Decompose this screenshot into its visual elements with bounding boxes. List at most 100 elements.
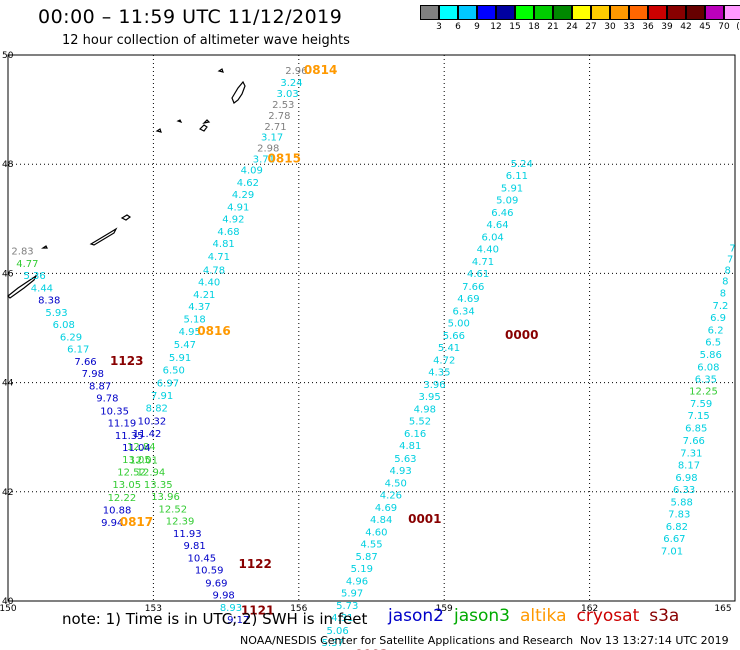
- satellite-legend-jason3: jason3: [454, 606, 510, 626]
- lat-tick-label: 44: [2, 379, 14, 389]
- lon-tick-label: 165: [714, 604, 731, 614]
- color-swatch: [591, 5, 610, 20]
- swh-value: 4.29: [232, 190, 254, 201]
- color-swatch: [420, 5, 439, 20]
- swh-value: 4.40: [198, 277, 220, 288]
- track-3: 2.83 4.775.364.448.38 5.936.08 6.296.177.66…: [11, 246, 249, 626]
- swh-value: 4.71: [472, 257, 494, 268]
- swh-value: 9.78: [96, 394, 118, 405]
- color-scale-label: 45: [699, 22, 711, 32]
- swh-value: 11.42: [133, 429, 162, 440]
- color-scale-bar: [420, 5, 740, 20]
- swh-value: 8.93: [220, 603, 242, 614]
- lon-tick-label: 162: [581, 604, 598, 614]
- swh-value: 4.50: [385, 478, 407, 489]
- swh-value: 4.81: [213, 239, 235, 250]
- credit-line: NOAA/NESDIS Center for Satellite Applica…: [240, 634, 574, 647]
- swh-value: 2.83: [11, 246, 33, 257]
- color-scale-label: 9: [474, 22, 480, 32]
- swh-value: 4.69: [375, 503, 397, 514]
- swh-value: 4.69: [457, 294, 479, 305]
- swh-value: 5.63: [394, 454, 416, 465]
- swh-value: 4.62: [237, 178, 259, 189]
- swh-value: 4.60: [365, 527, 387, 538]
- color-scale-label: (ft): [736, 22, 740, 32]
- color-scale-label: 70: [718, 22, 730, 32]
- swh-value: 4.21: [193, 290, 215, 301]
- swh-value: 5.41: [438, 343, 460, 354]
- swh-value: 5.24: [511, 159, 533, 170]
- swh-value: 3.17: [261, 133, 283, 144]
- swh-value: 10.45: [188, 554, 217, 565]
- swh-value: 9.98: [213, 590, 235, 601]
- swh-value: 7.91: [151, 391, 173, 402]
- color-scale-label: 30: [604, 22, 616, 32]
- swh-value: 4.09: [241, 165, 263, 176]
- swh-value: 8: [725, 265, 731, 276]
- color-scale-label: 27: [585, 22, 597, 32]
- swh-value: 10.59: [195, 566, 224, 577]
- pass-time-label: 1123: [110, 354, 143, 368]
- color-swatch: [534, 5, 553, 20]
- swh-value: 5.93: [45, 308, 67, 319]
- map-subtitle: 12 hour collection of altimeter wave hei…: [62, 33, 350, 48]
- swh-value: 2.78: [268, 111, 290, 122]
- swh-value: 10.88: [103, 506, 132, 517]
- island-7: [120, 214, 132, 221]
- satellite-legend-altika: altika: [520, 606, 567, 626]
- swh-value: 4.81: [399, 441, 421, 452]
- swh-value: 13.35: [144, 480, 173, 491]
- swh-value: 7.01: [661, 547, 683, 558]
- pass-time-label: 0001: [408, 512, 441, 526]
- swh-value: 6.04: [482, 233, 504, 244]
- island-6: [155, 128, 162, 133]
- swh-value: 12.25: [689, 387, 718, 398]
- swh-value: 4.64: [486, 220, 508, 231]
- color-swatch: [667, 5, 686, 20]
- swh-value: 13.05: [112, 480, 141, 491]
- swh-value: 9.69: [205, 578, 227, 589]
- swh-value: 4.98: [414, 405, 436, 416]
- satellite-legend: jason2 jason3 altika cryosat s3a: [388, 606, 679, 626]
- swh-value: 8.82: [146, 404, 168, 415]
- swh-value: 5.18: [183, 315, 205, 326]
- swh-value: 4.92: [222, 215, 244, 226]
- swh-value: 4.37: [188, 302, 210, 313]
- satellite-legend-s3a: s3a: [649, 606, 680, 626]
- island-9: [41, 245, 48, 249]
- swh-value: 7.83: [668, 509, 690, 520]
- swh-value: 5.88: [671, 497, 693, 508]
- track-1: 2.963.243.032.532.782.713.172.983.714.09…: [101, 66, 307, 529]
- island-8: [89, 227, 118, 246]
- lon-tick-label: 153: [145, 604, 162, 614]
- island-1: [217, 68, 224, 73]
- swh-value: 5.37: [322, 638, 344, 649]
- color-scale-label: 6: [455, 22, 461, 32]
- swh-value: 7.66: [462, 282, 484, 293]
- swh-value: 7.66: [683, 436, 705, 447]
- color-swatch: [572, 5, 591, 20]
- swh-value: 4.68: [217, 227, 239, 238]
- swh-value: 3.95: [419, 392, 441, 403]
- color-scale-label: 18: [528, 22, 540, 32]
- swh-value: 8.38: [38, 295, 60, 306]
- color-swatch: [515, 5, 534, 20]
- island-10: [7, 274, 38, 299]
- swh-value: 6.11: [506, 171, 528, 182]
- swh-value: 5.97: [341, 589, 363, 600]
- swh-value: 9.17: [227, 615, 249, 626]
- swh-value: 6.97: [157, 378, 179, 389]
- swh-value: 5.52: [409, 417, 431, 428]
- island-2: [231, 80, 246, 104]
- swh-value: 4.61: [467, 269, 489, 280]
- coastline-islands: [7, 68, 246, 299]
- pass-time-label: 1122: [238, 557, 271, 571]
- swh-value: 6.50: [163, 365, 185, 376]
- swh-value: 3.24: [280, 78, 302, 89]
- swh-value: 4.77: [16, 259, 38, 270]
- pass-time-labels: 0814 0815 0816 0817 0000 0001 0002 1123 1122 1121: [110, 63, 538, 650]
- swh-value: 13.96: [151, 492, 180, 503]
- swh-value: 4.44: [31, 283, 53, 294]
- satellite-legend-jason2: jason2: [388, 606, 444, 626]
- swh-value: 5.19: [351, 564, 373, 575]
